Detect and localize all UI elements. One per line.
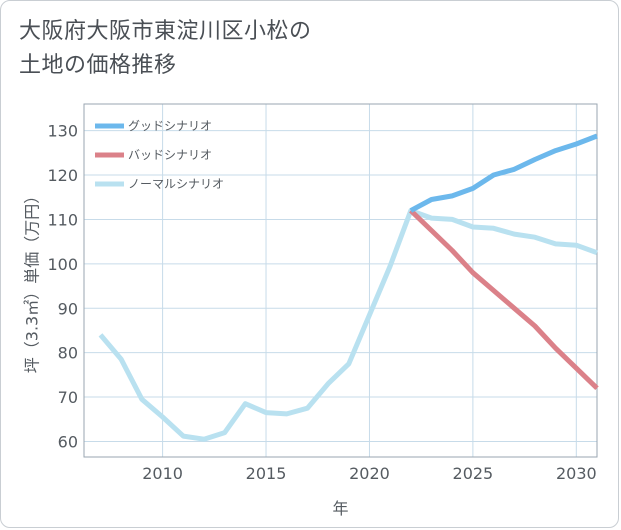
legend-label-2: ノーマルシナリオ xyxy=(128,177,224,191)
y-axis-label: 坪（3.3㎡）単価（万円） xyxy=(23,188,42,373)
x-axis-ticks: 2010 2015 2020 2025 2030 xyxy=(142,464,596,483)
y-tick-label: 60 xyxy=(58,432,78,451)
y-axis-ticks: 60 70 80 90 100 110 120 130 xyxy=(47,122,78,452)
grid xyxy=(84,104,597,457)
x-tick-label: 2030 xyxy=(556,464,597,483)
y-tick-label: 70 xyxy=(58,388,78,407)
y-tick-label: 80 xyxy=(58,344,78,363)
plot-frame xyxy=(83,103,598,458)
title-line-2: 土地の価格推移 xyxy=(19,53,177,78)
legend-label-1: バッドシナリオ xyxy=(128,148,212,162)
series-line-1 xyxy=(409,208,599,390)
y-tick-label: 110 xyxy=(47,210,78,229)
y-tick-label: 90 xyxy=(58,299,78,318)
y-tick-label: 100 xyxy=(47,255,78,274)
x-tick-label: 2020 xyxy=(349,464,390,483)
series-line-2 xyxy=(98,208,598,442)
x-axis-label: 年 xyxy=(332,499,348,518)
series-line-0 xyxy=(409,133,598,213)
legend-label-0: グッドシナリオ xyxy=(128,119,212,133)
x-tick-label: 2025 xyxy=(453,464,494,483)
y-tick-label: 130 xyxy=(47,122,78,141)
page-title: 大阪府大阪市東淀川区小松の 土地の価格推移 xyxy=(19,15,312,83)
y-tick-label: 120 xyxy=(47,166,78,185)
title-line-1: 大阪府大阪市東淀川区小松の xyxy=(19,19,312,44)
x-tick-label: 2010 xyxy=(142,464,183,483)
series-lines xyxy=(98,133,599,442)
x-tick-label: 2015 xyxy=(246,464,287,483)
